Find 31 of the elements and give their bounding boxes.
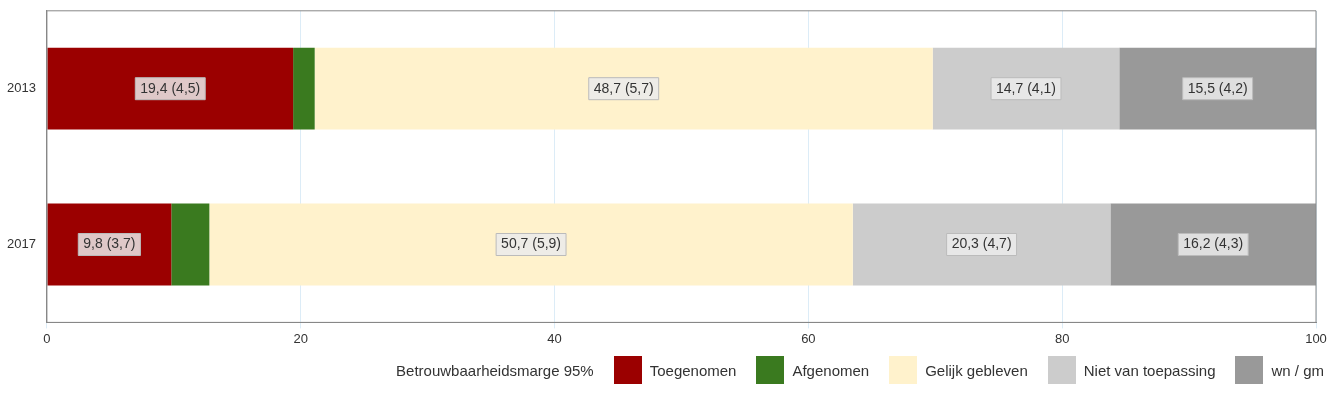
data-label: 20,3 (4,7) — [951, 235, 1012, 252]
legend-label: wn / gm — [1271, 361, 1324, 379]
data-label: 50,7 (5,9) — [501, 235, 562, 252]
legend-title: Betrouwbaarheidsmarge 95% — [396, 361, 594, 379]
legend-label: Niet van toepassing — [1083, 361, 1216, 379]
bar — [1119, 47, 1316, 130]
x-tick-label: 20 — [293, 330, 308, 346]
data-label: 19,4 (4,5) — [140, 79, 201, 96]
bar — [932, 47, 1120, 130]
x-tick-label: 60 — [801, 330, 816, 346]
y-tick-label: 2013 — [7, 80, 36, 96]
bar — [852, 203, 1111, 286]
data-label: 15,5 (4,2) — [1187, 79, 1248, 96]
bar — [209, 203, 853, 286]
bar — [171, 203, 210, 286]
y-tick-label: 2017 — [7, 236, 36, 252]
x-tick-label: 80 — [1054, 330, 1070, 346]
x-tick-label: 40 — [547, 330, 562, 346]
legend-label: Gelijk gebleven — [925, 361, 1028, 379]
data-label: 14,7 (4,1) — [996, 79, 1056, 96]
bar — [47, 47, 294, 130]
bar — [293, 47, 315, 130]
data-label: 48,7 (5,7) — [593, 79, 654, 96]
x-tick-label: 100 — [1305, 330, 1327, 346]
x-tick-label: 0 — [43, 330, 51, 346]
bar — [1110, 203, 1316, 286]
legend-label: Toegenomen — [649, 361, 737, 379]
legend-label: Afgenomen — [792, 361, 870, 379]
data-label: 9,8 (3,7) — [83, 235, 136, 252]
data-label: 16,2 (4,3) — [1183, 235, 1244, 252]
bar — [314, 47, 933, 130]
